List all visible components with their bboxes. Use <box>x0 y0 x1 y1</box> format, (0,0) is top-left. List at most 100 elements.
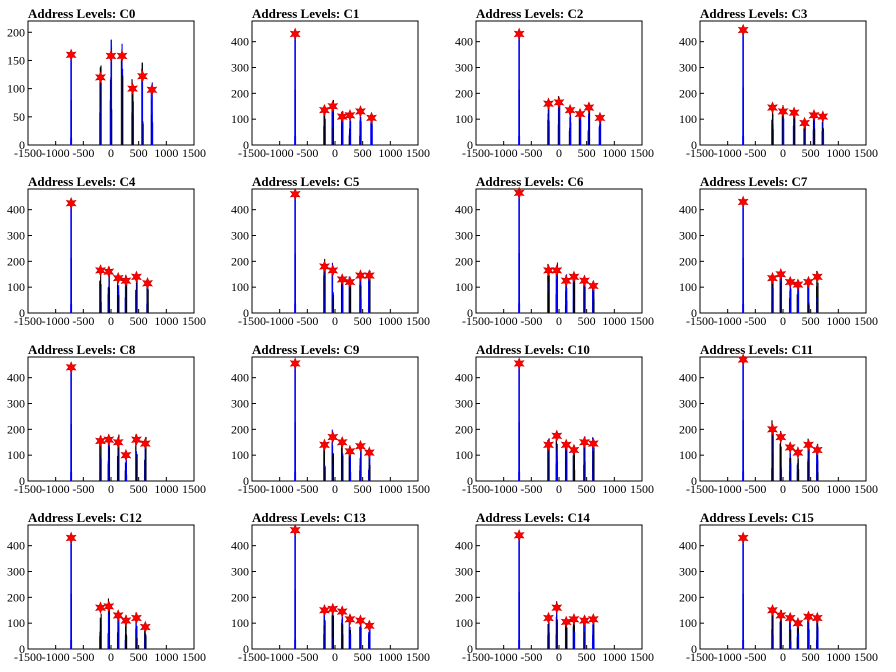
y-tick-label: 400 <box>455 35 473 49</box>
peak-cluster <box>592 283 595 313</box>
chart-title: Address Levels: C6 <box>476 174 584 189</box>
x-tick-label: -500 <box>520 482 542 496</box>
chart-panel-11: Address Levels: C11 0 100 200 300 400 -1500 -10… <box>672 336 896 504</box>
chart-title: Address Levels: C1 <box>252 6 360 21</box>
x-tick-label: 500 <box>354 650 372 664</box>
y-tick-label: 100 <box>231 448 249 462</box>
y-tick-label: 400 <box>679 35 697 49</box>
chart-svg: 0 100 200 300 400 -1500 -1000 -500 0 500 1000 1500 <box>231 356 430 496</box>
chart-title: Address Levels: C0 <box>28 6 136 21</box>
y-tick-label: 400 <box>455 539 473 553</box>
x-tick-label: 0 <box>556 650 562 664</box>
peak-marker <box>811 443 823 457</box>
chart-title: Address Levels: C7 <box>700 174 808 189</box>
peak-marker <box>336 435 348 449</box>
peak-cluster <box>340 279 344 313</box>
peak-marker <box>792 446 804 459</box>
chart-svg: 0 100 200 300 400 -1500 -1000 -500 0 500 1000 1500 <box>679 20 878 160</box>
peak-cluster <box>572 621 576 649</box>
peak-marker <box>802 438 814 452</box>
x-tick-label: -500 <box>72 482 94 496</box>
x-tick-label: 1500 <box>630 314 654 328</box>
y-tick-label: 300 <box>679 229 697 243</box>
axes-frame <box>27 188 195 314</box>
y-tick-label: 100 <box>231 112 249 126</box>
peak-marker <box>112 435 124 449</box>
x-tick-label: 1000 <box>602 482 626 496</box>
peak-marker <box>344 108 356 122</box>
x-tick-label: 500 <box>802 650 820 664</box>
chart-title: Address Levels: C14 <box>476 510 590 525</box>
x-tick-label: 1500 <box>182 146 206 160</box>
peak-marker <box>65 196 77 210</box>
x-tick-label: -1000 <box>42 314 70 328</box>
chart-svg: 0 100 200 300 400 -1500 -1000 -500 0 500 1000 1500 <box>231 187 430 328</box>
peak-marker <box>95 264 106 277</box>
peak-marker <box>65 531 77 545</box>
y-tick-label: 100 <box>7 616 25 630</box>
y-tick-label: 300 <box>231 61 249 75</box>
peak-marker <box>792 278 804 291</box>
y-tick-label: 300 <box>7 397 25 411</box>
x-tick-label: 1500 <box>630 650 654 664</box>
x-tick-label: 0 <box>556 314 562 328</box>
peak-marker <box>336 605 348 618</box>
chart-svg: 0 100 200 300 400 -1500 -1000 -500 0 500 1000 1500 <box>231 20 430 160</box>
peak-cluster <box>592 615 595 649</box>
x-tick-label: 1500 <box>406 650 430 664</box>
peak-marker <box>799 116 811 130</box>
peak-marker <box>594 111 606 125</box>
y-tick-label: 300 <box>455 397 473 411</box>
y-tick-label: 100 <box>679 280 697 294</box>
chart-title: Address Levels: C5 <box>252 174 360 189</box>
x-tick-label: 1000 <box>378 650 402 664</box>
y-tick-label: 100 <box>231 280 249 294</box>
peak-marker <box>327 430 339 444</box>
peak-cluster <box>816 616 819 649</box>
x-tick-label: 0 <box>108 482 114 496</box>
peak-cluster <box>107 598 111 649</box>
y-tick-label: 100 <box>455 448 473 462</box>
peak-marker <box>513 186 525 200</box>
peak-cluster <box>331 99 335 145</box>
x-tick-label: 500 <box>130 650 148 664</box>
y-tick-label: 200 <box>679 86 697 100</box>
x-tick-label: -500 <box>520 314 542 328</box>
peak-marker <box>289 187 301 201</box>
chart-title: Address Levels: C4 <box>28 174 136 189</box>
peak-marker <box>543 264 554 277</box>
peak-cluster <box>99 435 102 481</box>
y-tick-label: 0 <box>243 306 249 320</box>
peak-marker <box>363 269 375 282</box>
peak-marker <box>344 275 356 289</box>
peak-marker <box>543 97 554 110</box>
x-tick-label: 1500 <box>406 314 430 328</box>
y-tick-label: 300 <box>679 397 697 411</box>
peak-marker <box>551 264 563 277</box>
y-tick-label: 0 <box>19 138 25 152</box>
x-tick-label: -500 <box>520 650 542 664</box>
x-tick-label: 500 <box>802 146 820 160</box>
x-tick-label: 1500 <box>854 314 878 328</box>
peak-marker <box>354 614 366 627</box>
y-tick-label: 100 <box>7 82 25 96</box>
x-tick-label: 1500 <box>182 650 206 664</box>
x-tick-label: 1500 <box>854 146 878 160</box>
chart-panel-3: Address Levels: C3 0 100 200 300 400 -1500 -100… <box>672 0 896 168</box>
peak-marker <box>587 437 599 450</box>
x-tick-label: 1500 <box>182 482 206 496</box>
peak-marker <box>120 614 132 627</box>
y-tick-label: 100 <box>7 448 25 462</box>
peak-cluster <box>568 110 572 145</box>
x-tick-label: 1000 <box>154 146 178 160</box>
chart-panel-1: Address Levels: C1 0 100 200 300 400 -1500 -100… <box>224 0 448 168</box>
peak-marker <box>116 49 128 63</box>
chart-title: Address Levels: C2 <box>476 6 584 21</box>
x-tick-label: -1000 <box>42 146 70 160</box>
chart-panel-8: Address Levels: C8 0 100 200 300 400 -1500 -100… <box>0 336 224 504</box>
x-tick-label: -1500 <box>686 650 714 664</box>
peak-marker <box>583 101 595 114</box>
peak-marker <box>784 275 796 289</box>
chart-panel-6: Address Levels: C6 0 100 200 300 400 -1500 -100… <box>448 168 672 336</box>
